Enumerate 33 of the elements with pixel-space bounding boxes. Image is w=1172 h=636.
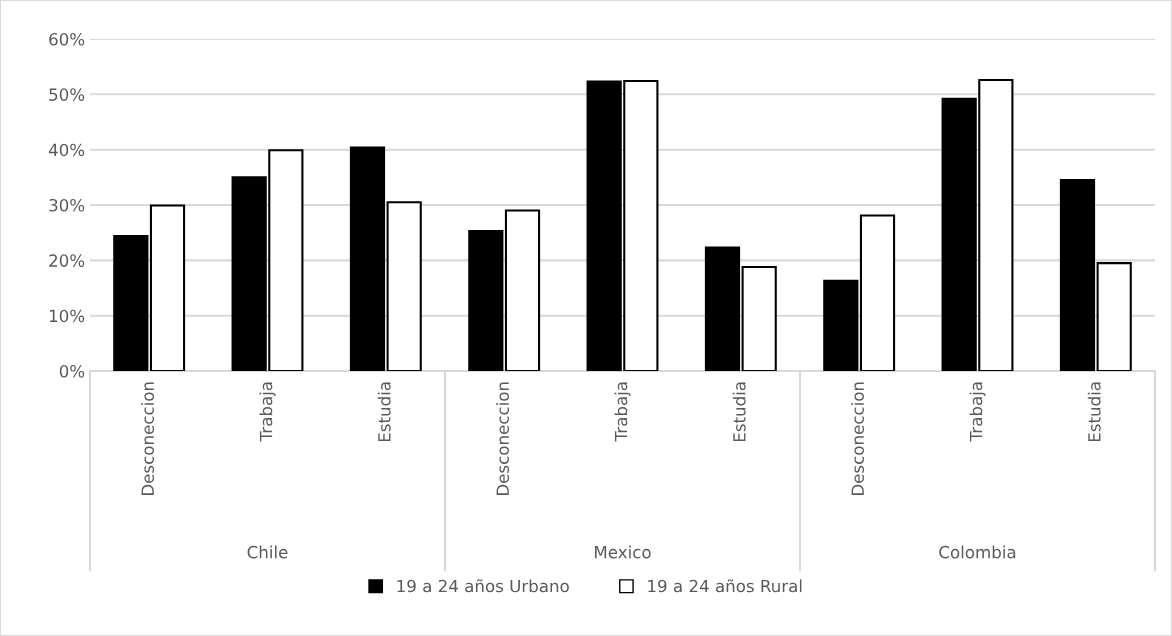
- y-tick-label: 0%: [59, 364, 85, 378]
- bar: [504, 209, 541, 371]
- bar: [704, 246, 741, 371]
- y-tick-label: 30%: [49, 198, 85, 212]
- bar: [741, 265, 777, 371]
- text: Mexico: [595, 545, 651, 559]
- x-tick-label: Estudia: [732, 382, 746, 442]
- x-tick-label: Estudia: [377, 382, 391, 442]
- y-tick-label: 40%: [48, 143, 85, 157]
- x-tick-label: Desconeccion: [851, 382, 864, 495]
- text: Colombia: [939, 545, 1016, 559]
- legend-label: 19 a 24 años Urbano: [397, 579, 569, 593]
- y-tick-label: 10%: [49, 309, 85, 323]
- bar: [386, 201, 422, 371]
- x-tick-label: Trabaja: [259, 382, 276, 442]
- x-tick-label: Desconeccion: [496, 382, 509, 495]
- bar: [859, 214, 896, 371]
- x-tick-label: Estudia: [1087, 382, 1101, 442]
- bar: [149, 204, 186, 371]
- bar: [113, 234, 149, 371]
- x-tick-label: Desconeccion: [141, 382, 154, 495]
- text: Chile: [247, 545, 288, 559]
- legend-label: 19 a 24 años Rural: [648, 579, 802, 593]
- bar: [349, 146, 386, 371]
- bar: [823, 279, 859, 371]
- x-tick-label: Trabaja: [614, 382, 631, 442]
- y-tick-label: 60%: [49, 32, 85, 46]
- x-tick-label: Trabaja: [969, 382, 986, 442]
- bar: [1096, 262, 1132, 371]
- bar: [468, 229, 504, 371]
- y-tick-label: 50%: [49, 88, 85, 101]
- y-tick-label: 20%: [49, 254, 85, 267]
- bar: [1059, 179, 1096, 371]
